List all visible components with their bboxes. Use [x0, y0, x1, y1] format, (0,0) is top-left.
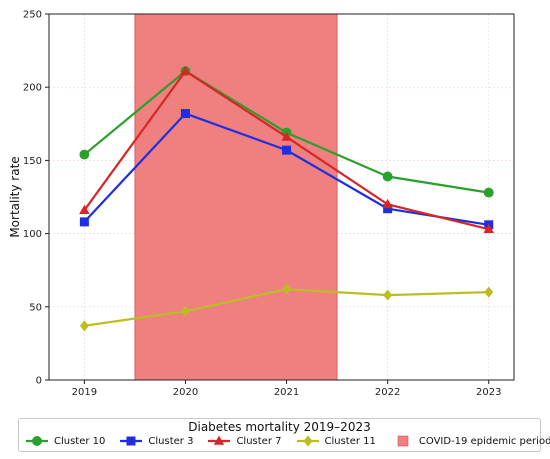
legend-swatch-cluster-7 — [208, 435, 231, 445]
axis-ticks: 0 50 100 150 200 250 2019 2020 2021 2022 2023 — [23, 10, 502, 399]
series-cluster-11 — [79, 283, 494, 332]
legend-entry-cluster-10: Cluster 10 — [25, 435, 105, 447]
data-point-cluster-7 — [382, 198, 393, 209]
x-tick-label: 2022 — [375, 387, 400, 398]
data-point-cluster-3 — [282, 145, 292, 155]
legend-swatch-cluster-11 — [296, 435, 319, 447]
legend-label-cluster-10: Cluster 10 — [54, 435, 106, 447]
x-tick-label: 2019 — [72, 387, 97, 398]
legend-marker-cluster-10 — [32, 436, 42, 446]
legend-marker-cluster-3 — [126, 436, 136, 446]
data-point-cluster-7 — [79, 204, 90, 214]
data-point-cluster-3 — [383, 204, 393, 214]
data-point-cluster-7 — [483, 223, 494, 233]
data-point-cluster-11 — [383, 289, 393, 301]
data-point-cluster-3 — [180, 109, 190, 119]
x-tick-label: 2020 — [173, 387, 198, 398]
legend-label-cluster-11: Cluster 11 — [324, 435, 376, 447]
y-tick-label: 150 — [23, 156, 42, 167]
covid-shaded-region-layer — [134, 13, 338, 381]
legend-swatch-covid-epidemic-period — [397, 435, 409, 447]
data-point-cluster-10 — [483, 187, 494, 198]
data-point-cluster-10 — [79, 149, 90, 160]
x-tick-label: 2021 — [274, 387, 299, 398]
legend-entry-covid-epidemic-period: COVID-19 epidemic period — [390, 435, 550, 447]
legend: Diabetes mortality 2019–2023 Cluster 10 C… — [18, 418, 550, 452]
legend-swatch-cluster-10 — [26, 436, 48, 446]
data-point-cluster-11 — [79, 320, 89, 332]
data-point-cluster-11 — [484, 286, 494, 298]
y-tick-label: 250 — [23, 10, 42, 21]
legend-marker-cluster-7 — [214, 435, 225, 445]
legend-entries: Cluster 10 Cluster 3 Cluster 7 Cluster 11 CO… — [25, 435, 550, 447]
series-layer — [79, 65, 494, 332]
covid-epidemic-region — [134, 13, 338, 381]
legend-label-cluster-7: Cluster 7 — [236, 435, 282, 447]
y-tick-label: 200 — [23, 83, 42, 94]
legend-swatch-cluster-3 — [120, 436, 143, 446]
legend-label-covid-epidemic-period: COVID-19 epidemic period — [418, 435, 550, 447]
y-tick-label: 50 — [29, 302, 42, 313]
y-tick-label: 0 — [36, 376, 42, 387]
data-point-cluster-10 — [382, 171, 393, 182]
legend-label-cluster-3: Cluster 3 — [148, 435, 194, 447]
legend-entry-cluster-7: Cluster 7 — [207, 435, 282, 447]
legend-entry-cluster-11: Cluster 11 — [296, 435, 376, 447]
legend-title: Diabetes mortality 2019–2023 — [188, 420, 371, 434]
plot-frame — [48, 13, 515, 381]
data-point-cluster-11 — [180, 305, 190, 317]
x-tick-label: 2023 — [476, 387, 501, 398]
y-tick-label: 100 — [23, 229, 42, 240]
data-point-cluster-11 — [282, 283, 292, 295]
legend-entry-cluster-3: Cluster 3 — [119, 435, 193, 447]
data-point-cluster-7 — [180, 65, 191, 75]
data-point-cluster-3 — [79, 217, 89, 227]
legend-marker-cluster-11 — [303, 435, 312, 447]
series-cluster-7 — [79, 65, 494, 233]
y-axis-label: Mortality rate — [8, 156, 22, 237]
data-point-cluster-7 — [281, 131, 292, 141]
